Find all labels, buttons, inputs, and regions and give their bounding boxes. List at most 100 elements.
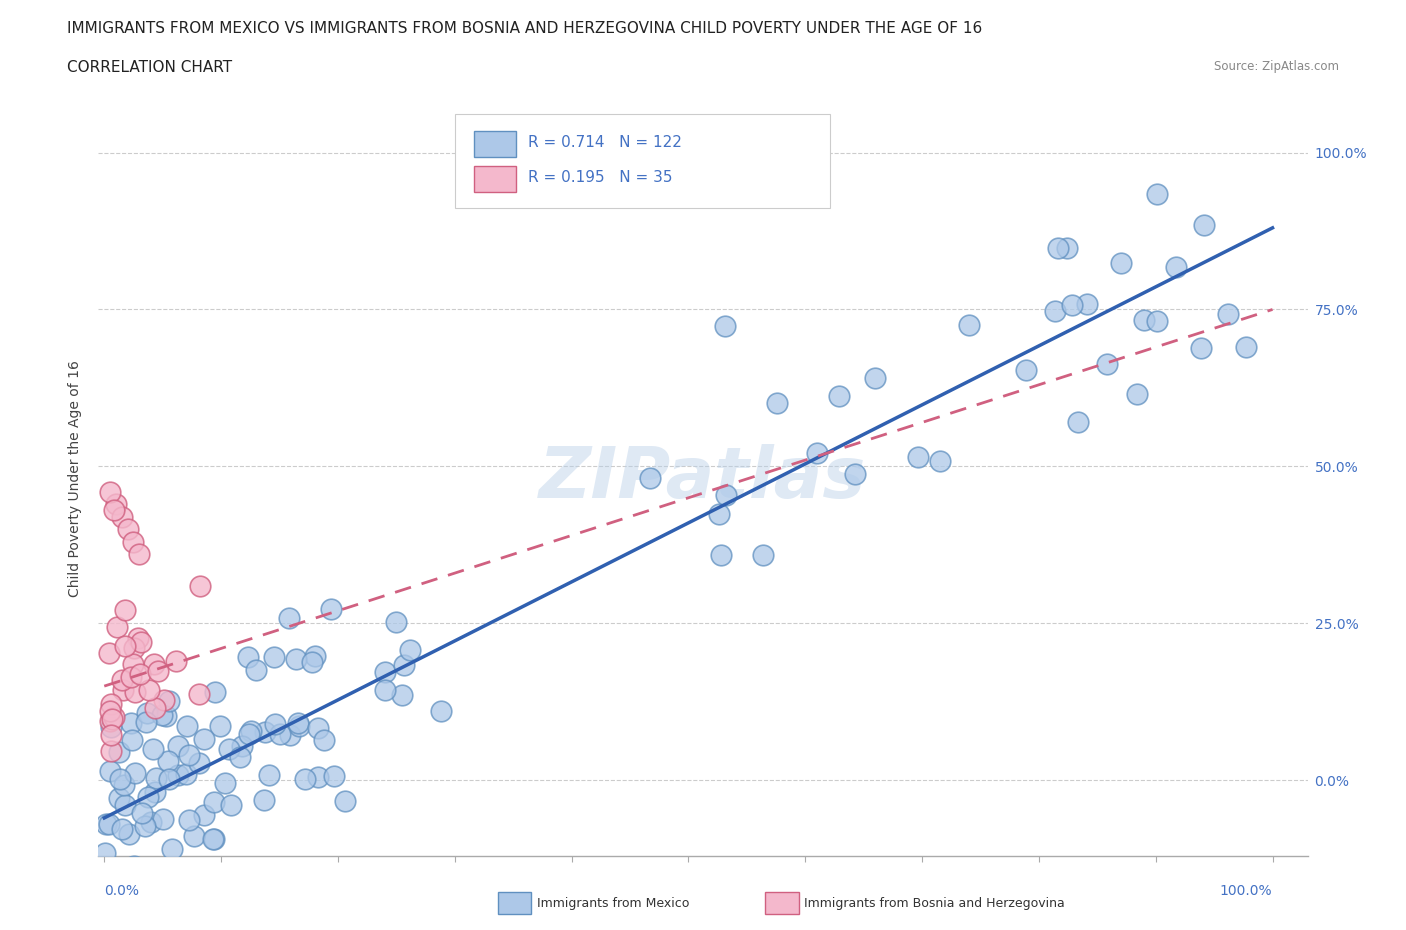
Point (118, 827, 141, 842)
Point (139, 815, 162, 830)
Point (374, 665, 396, 680)
Point (714, 488, 737, 503)
Point (385, 615, 408, 630)
Point (129, 635, 152, 650)
Point (111, 821, 134, 836)
Point (188, 686, 211, 701)
Point (153, 692, 176, 707)
Text: 100.0%: 100.0% (1220, 884, 1272, 897)
Point (135, 714, 157, 729)
Point (284, 652, 307, 667)
Text: ZIPatlas: ZIPatlas (540, 445, 866, 513)
Point (1111, 255, 1133, 270)
Point (136, 706, 159, 721)
Point (245, 663, 267, 678)
Point (253, 792, 276, 807)
Point (138, 683, 160, 698)
Point (98, 764, 121, 778)
Point (97, 817, 120, 831)
Point (127, 631, 149, 645)
Point (121, 657, 143, 671)
Point (143, 657, 166, 671)
Point (1015, 362, 1038, 377)
Point (714, 319, 737, 334)
Point (148, 664, 170, 679)
Text: R = 0.714   N = 122: R = 0.714 N = 122 (527, 136, 682, 151)
Point (124, 684, 146, 699)
Point (143, 700, 166, 715)
Point (312, 733, 335, 748)
Point (766, 395, 789, 410)
Text: IMMIGRANTS FROM MEXICO VS IMMIGRANTS FROM BOSNIA AND HERZEGOVINA CHILD POVERTY U: IMMIGRANTS FROM MEXICO VS IMMIGRANTS FRO… (67, 21, 983, 36)
Point (122, 534, 145, 549)
Point (114, 798, 136, 813)
Point (219, 798, 242, 813)
Point (907, 449, 929, 464)
Point (1095, 356, 1118, 371)
Point (193, 732, 215, 747)
Point (263, 650, 285, 665)
Point (752, 547, 775, 562)
Point (707, 507, 730, 522)
Point (98, 485, 121, 499)
Point (806, 445, 828, 460)
Point (1192, 218, 1215, 232)
Point (1146, 313, 1168, 328)
Point (301, 655, 323, 670)
Point (108, 790, 131, 805)
Point (117, 522, 139, 537)
Point (304, 648, 326, 663)
Point (929, 453, 952, 468)
Point (143, 785, 166, 800)
Point (150, 708, 173, 723)
Point (136, 790, 159, 804)
Point (94, 817, 117, 831)
Point (184, 866, 207, 881)
Point (157, 753, 180, 768)
Point (167, 768, 190, 783)
Point (193, 808, 215, 823)
Point (157, 694, 180, 709)
Point (957, 318, 980, 333)
Point (114, 639, 136, 654)
Point (1234, 339, 1257, 354)
Point (307, 770, 329, 785)
Point (319, 602, 342, 617)
Point (240, 724, 263, 738)
Point (111, 683, 134, 698)
Point (865, 370, 887, 385)
Point (101, 711, 124, 726)
Point (202, 832, 225, 847)
Point (1067, 415, 1090, 430)
Point (100, 744, 122, 759)
Point (323, 768, 346, 783)
FancyBboxPatch shape (474, 166, 516, 192)
Point (218, 742, 240, 757)
Point (127, 881, 149, 896)
Point (122, 641, 145, 656)
Point (112, 777, 135, 792)
Point (1046, 241, 1069, 256)
Point (269, 726, 291, 741)
Point (294, 771, 316, 786)
Point (98, 713, 121, 728)
Point (1060, 298, 1083, 312)
Point (844, 466, 866, 481)
Text: 0.0%: 0.0% (104, 884, 139, 897)
Point (430, 703, 453, 718)
Point (264, 716, 287, 731)
Point (105, 619, 128, 634)
Text: Immigrants from Mexico: Immigrants from Mexico (537, 897, 689, 910)
Point (1076, 297, 1098, 312)
Point (1045, 303, 1067, 318)
Point (391, 687, 413, 702)
Point (1146, 187, 1168, 202)
Point (103, 710, 125, 724)
Point (120, 716, 142, 731)
Point (128, 547, 150, 562)
Point (392, 658, 415, 672)
Point (287, 715, 309, 730)
Point (335, 793, 357, 808)
Point (100, 728, 122, 743)
Point (214, 776, 236, 790)
